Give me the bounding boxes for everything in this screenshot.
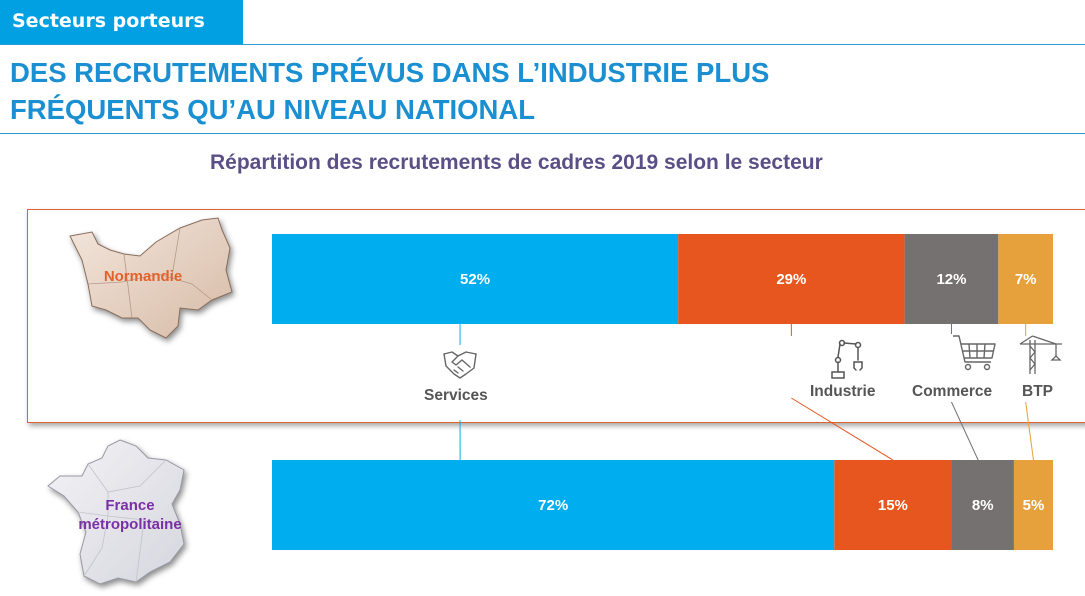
bar-label-normandie-commerce: 12% [936,271,966,288]
france-map [47,439,185,585]
section-tag: Secteurs porteurs [0,0,243,44]
bar-normandie-services [272,234,679,324]
chart-title: Répartition des recrutements de cadres 2… [210,151,823,174]
bar-label-normandie-industrie: 29% [776,271,806,288]
france-label-line-1: France [105,497,155,514]
bar-label-normandie-services: 52% [460,271,490,288]
france-label: France métropolitaine [60,496,200,534]
sector-label-commerce: Commerce [912,383,993,400]
headline-divider [0,133,1085,134]
headline-line-2: FRÉQUENTS QU’AU NIVEAU NATIONAL [10,94,536,125]
robot-arm-icon [831,339,863,379]
bar-label-france-services: 72% [538,497,568,514]
bar-france-commerce [951,460,1014,550]
bar-france-btp [1013,460,1053,550]
sector-label-btp: BTP [1022,383,1053,400]
bar-normandie-btp [998,234,1053,324]
connector-lines [459,310,1034,485]
normandie-label: Normandie [103,268,183,285]
bar-france-industrie [834,460,952,550]
connector-btp-lower [1025,401,1034,461]
connector-industrie-lower [791,397,894,461]
bar-label-normandie-btp: 7% [1015,271,1037,288]
sector-label-industrie: Industrie [810,383,876,400]
headline-line-1: DES RECRUTEMENTS PRÉVUS DANS L’INDUSTRIE… [10,57,770,88]
bar-france-services [272,460,835,550]
bar-label-france-btp: 5% [1023,497,1045,514]
bar-group: 52% 29% 12% 7% 72% 15% 8% 5% [272,234,1053,550]
normandie-map [69,217,233,339]
top-divider [0,44,1085,45]
shopping-cart-icon [953,335,996,371]
bar-normandie-commerce [904,234,999,324]
bar-label-france-industrie: 15% [878,497,908,514]
france-label-line-2: métropolitaine [78,516,182,533]
crane-icon [1019,335,1062,374]
sector-label-services: Services [424,387,488,404]
bar-label-france-commerce: 8% [972,497,994,514]
page-headline: DES RECRUTEMENTS PRÉVUS DANS L’INDUSTRIE… [10,54,1070,128]
connector-commerce-lower [951,401,984,471]
handshake-icon [443,351,477,379]
normandie-frame [27,209,1085,423]
bar-normandie-industrie [678,234,905,324]
